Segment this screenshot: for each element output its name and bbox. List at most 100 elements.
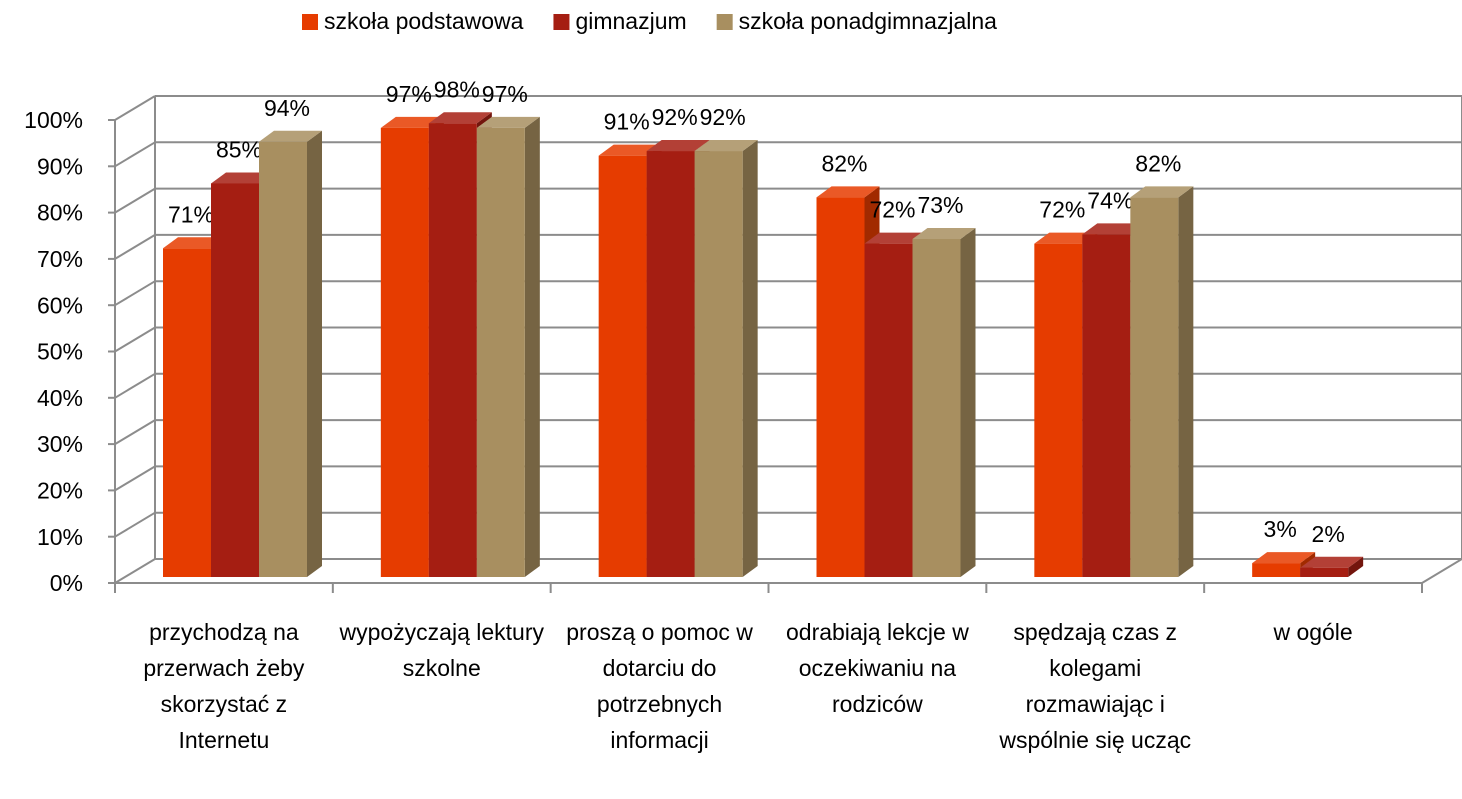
bar-face [646,151,695,578]
grid-line [114,465,156,492]
bar-face [1252,563,1301,577]
data-label: 2% [1312,521,1345,547]
bar-face [816,186,880,198]
bar-face [864,232,928,244]
bar-face [476,127,525,577]
bar-face [598,144,662,156]
bar [912,228,976,577]
data-label: 98% [434,76,480,102]
bar-face [694,151,743,578]
bar-face [1034,243,1083,577]
bar-face [742,140,758,578]
x-tick-label: przychodzą na przerwach żeby skorzystać … [143,619,305,753]
grid-line [114,95,156,121]
bar-face [1300,567,1349,577]
grid-line [114,372,156,399]
grid-line [114,419,156,445]
bar-face [259,130,322,142]
y-tick-label: 50% [37,339,83,365]
x-tick-label: wypożyczają lektury szkolne [339,619,545,681]
bar-face [912,239,961,577]
bar-face [524,116,540,577]
bar-face [1082,234,1131,577]
bar-face [960,228,976,577]
bar-face [476,116,540,128]
bar-face [598,155,647,578]
bar-face [694,140,758,152]
bar-face [259,141,307,577]
legend-swatch [716,14,733,30]
bar [1130,186,1194,577]
legend-swatch [553,14,570,30]
y-tick-label: 30% [37,431,83,457]
x-tick-label: spędzają czas z kolegami rozmawiając i w… [999,619,1192,753]
axis-line [1421,558,1462,584]
bar-face [428,123,477,577]
y-tick-label: 60% [37,292,83,318]
y-tick-label: 80% [37,200,83,226]
bar-face [380,116,444,128]
bar-face [1130,197,1179,577]
bar-face [912,228,976,240]
bar-face [1130,186,1194,198]
bar-face [816,197,865,577]
legend-label: gimnazjum [575,8,686,34]
bar-face [211,172,274,184]
data-label: 72% [869,197,915,223]
bar [694,140,758,578]
data-label: 97% [386,81,432,107]
data-label: 91% [604,109,650,135]
bar-face [1300,556,1364,568]
y-tick-label: 0% [50,570,83,596]
bar [1300,556,1364,577]
y-tick-label: 100% [24,107,83,133]
legend-label: szkoła podstawowa [324,8,524,34]
grid-line [114,280,156,307]
bar-face [307,130,322,577]
bar-face [1252,552,1316,564]
data-label: 94% [264,95,310,121]
bar-face [428,112,492,124]
data-label: 3% [1264,516,1297,542]
data-label: 85% [216,137,262,163]
data-label: 71% [168,201,214,227]
x-tick-label: odrabiają lekcje w oczekiwaniu na rodzic… [785,619,969,717]
bar-face [1034,232,1098,244]
x-tick-label: w ogóle [1273,619,1353,645]
data-label: 74% [1087,187,1133,213]
bar-face [1348,556,1364,577]
y-tick-label: 70% [37,246,83,272]
grid-line [114,326,156,353]
bar-face [163,237,226,249]
grid-line [114,187,156,214]
grid-line [114,141,156,168]
bar-face [864,243,913,577]
y-tick-label: 90% [37,153,83,179]
bar-face [211,183,259,577]
legend-swatch [302,14,318,30]
data-label: 97% [482,81,528,107]
data-label: 92% [700,104,746,130]
bar [259,130,322,577]
grid-line [114,234,156,260]
data-label: 82% [1135,150,1181,176]
data-label: 73% [917,192,963,218]
bar-face [646,140,710,152]
x-tick-label: proszą o pomoc w dotarciu do potrzebnych… [566,619,753,753]
y-tick-label: 40% [37,385,83,411]
data-label: 92% [652,104,698,130]
bar-face [163,248,211,577]
data-label: 72% [1039,197,1085,223]
bar-face [1082,223,1146,235]
bar [476,116,540,577]
y-tick-label: 10% [37,524,83,550]
data-label: 82% [821,150,867,176]
grid-line [114,511,156,538]
y-tick-label: 20% [37,477,83,503]
grid-line [114,558,156,584]
legend-label: szkoła ponadgimnazjalna [739,8,997,34]
bar-face [1178,186,1194,577]
bar-face [380,127,429,577]
